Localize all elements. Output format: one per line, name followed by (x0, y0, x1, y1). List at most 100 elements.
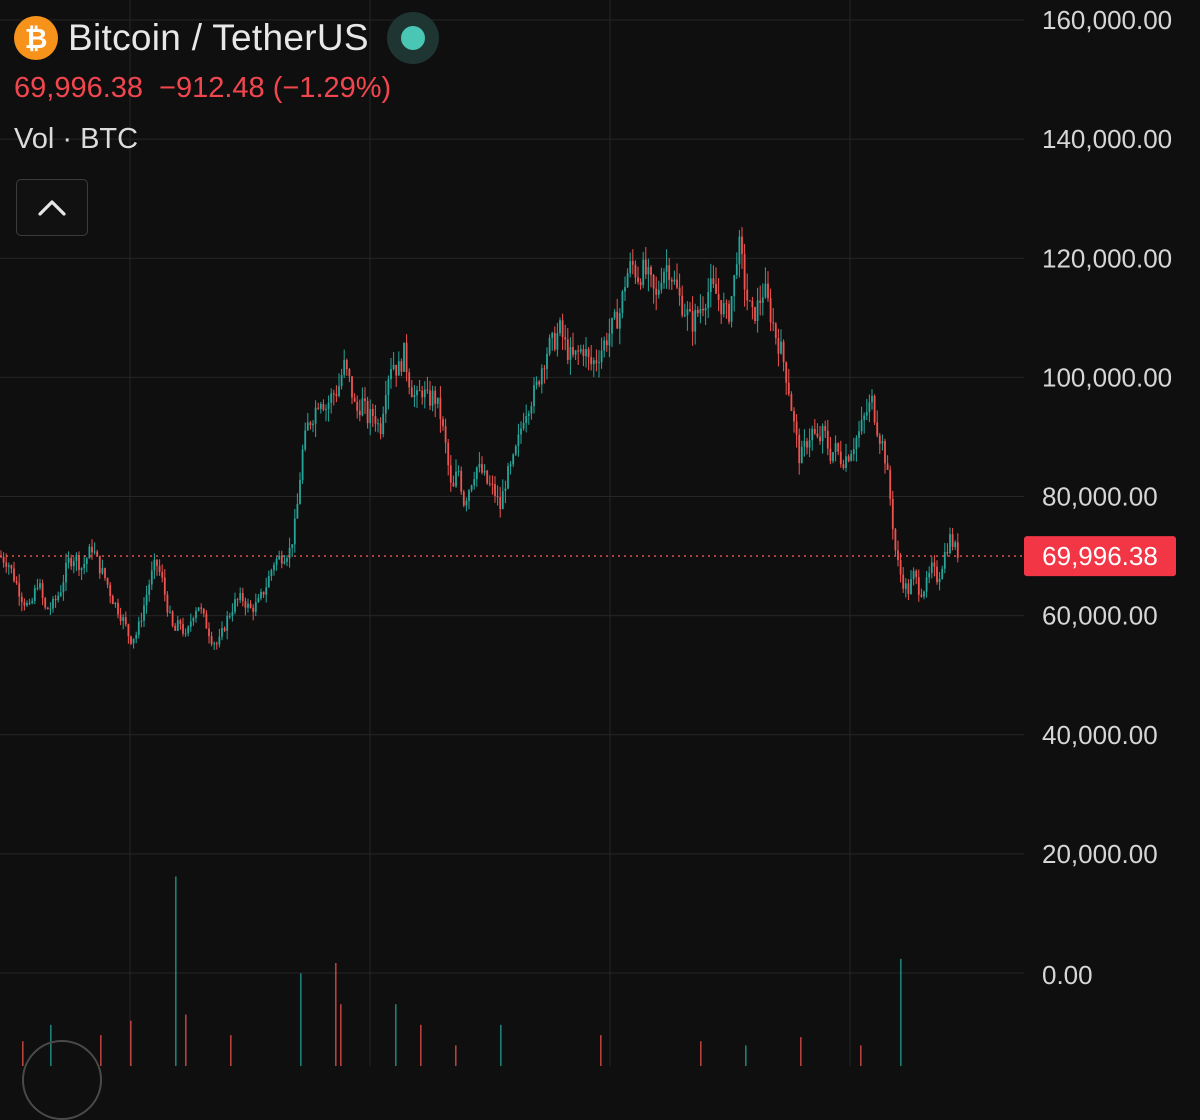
candle-up (556, 333, 559, 350)
y-tick-label: 60,000.00 (1042, 601, 1158, 631)
candle-up (286, 558, 288, 562)
candle-down (946, 552, 949, 554)
price-chart[interactable]: 160,000.00 140,000.00 120,000.00 100,000.00… (0, 0, 1200, 1066)
candle-down (561, 320, 564, 338)
candle-down (241, 593, 244, 602)
candle-up (559, 320, 561, 334)
candle-down (553, 333, 556, 350)
candle-up (912, 570, 915, 580)
candle-up (296, 503, 299, 519)
candle-down (104, 568, 106, 578)
candle-down (335, 394, 338, 396)
candle-down (70, 557, 73, 567)
candle-up (738, 236, 741, 265)
candle-up (301, 449, 304, 480)
candle-up (475, 467, 478, 480)
candle-up (704, 308, 707, 311)
candle-up (7, 565, 10, 567)
candle-down (897, 550, 899, 561)
candle-down (899, 560, 902, 575)
candle-down (754, 306, 756, 322)
candle-up (148, 584, 151, 595)
candle-down (410, 387, 413, 398)
volume-bar (340, 1004, 342, 1066)
candle-down (891, 498, 894, 530)
candle-up (59, 592, 62, 596)
volume-bar (600, 1035, 602, 1066)
candle-down (106, 577, 109, 585)
candle-up (618, 312, 621, 329)
candle-down (280, 555, 283, 564)
candle-up (293, 518, 296, 545)
candle-up (657, 289, 660, 295)
candle-down (41, 583, 44, 599)
candle-down (889, 469, 892, 499)
pair-title[interactable]: Bitcoin / TetherUS (68, 17, 369, 58)
candle-down (46, 607, 49, 610)
candle-up (821, 426, 824, 442)
volume-indicator-label[interactable]: Vol · BTC (14, 123, 139, 155)
candle-down (488, 483, 491, 485)
candle-up (49, 608, 52, 610)
candle-up (384, 395, 387, 414)
volume-bar (700, 1041, 702, 1066)
candle-up (585, 349, 587, 357)
candle-up (624, 287, 626, 292)
candle-up (140, 620, 143, 622)
candle-down (449, 465, 452, 483)
candle-down (244, 601, 247, 608)
candle-down (200, 607, 203, 609)
candle-up (730, 296, 733, 322)
candle-down (127, 624, 130, 637)
candle-down (769, 298, 772, 323)
candle-up (803, 441, 806, 447)
candle-up (673, 279, 676, 282)
timeframe-button[interactable] (22, 1040, 102, 1120)
candle-up (530, 406, 533, 414)
candle-up (621, 291, 624, 313)
candle-down (712, 278, 715, 285)
candle-up (863, 415, 866, 420)
candle-up (660, 282, 663, 290)
candle-down (434, 390, 437, 404)
candle-up (330, 393, 333, 403)
collapse-legend-button[interactable] (16, 179, 88, 236)
candle-up (868, 402, 871, 413)
volume-bar (335, 963, 337, 1066)
candle-up (845, 456, 847, 469)
volume-bar (860, 1045, 862, 1066)
candle-up (33, 588, 36, 601)
candle-up (254, 602, 257, 612)
candle-up (247, 603, 249, 608)
candle-up (299, 479, 301, 504)
candle-down (605, 340, 608, 346)
candle-down (210, 636, 213, 644)
price-change-value: −912.48 (159, 72, 265, 104)
candle-down (920, 594, 923, 597)
candle-down (759, 300, 762, 303)
candle-up (928, 572, 931, 578)
candle-down (670, 279, 673, 282)
candle-down (894, 529, 897, 551)
candle-up (507, 466, 509, 489)
candle-up (283, 561, 286, 564)
candle-up (260, 591, 262, 599)
candle-down (655, 288, 658, 295)
candle-down (543, 368, 546, 370)
candle-up (270, 570, 273, 576)
candle-up (949, 534, 951, 554)
candle-down (130, 636, 132, 644)
candle-down (631, 261, 634, 265)
candle-up (470, 485, 473, 491)
candle-down (668, 265, 671, 280)
candle-up (611, 317, 613, 334)
candle-up (28, 602, 31, 604)
candle-down (353, 397, 356, 402)
candle-down (208, 628, 210, 637)
candle-down (538, 381, 541, 385)
candle-up (540, 368, 543, 385)
candle-up (403, 342, 405, 372)
candle-down (20, 596, 23, 603)
candle-up (525, 415, 528, 424)
candle-up (642, 259, 645, 286)
